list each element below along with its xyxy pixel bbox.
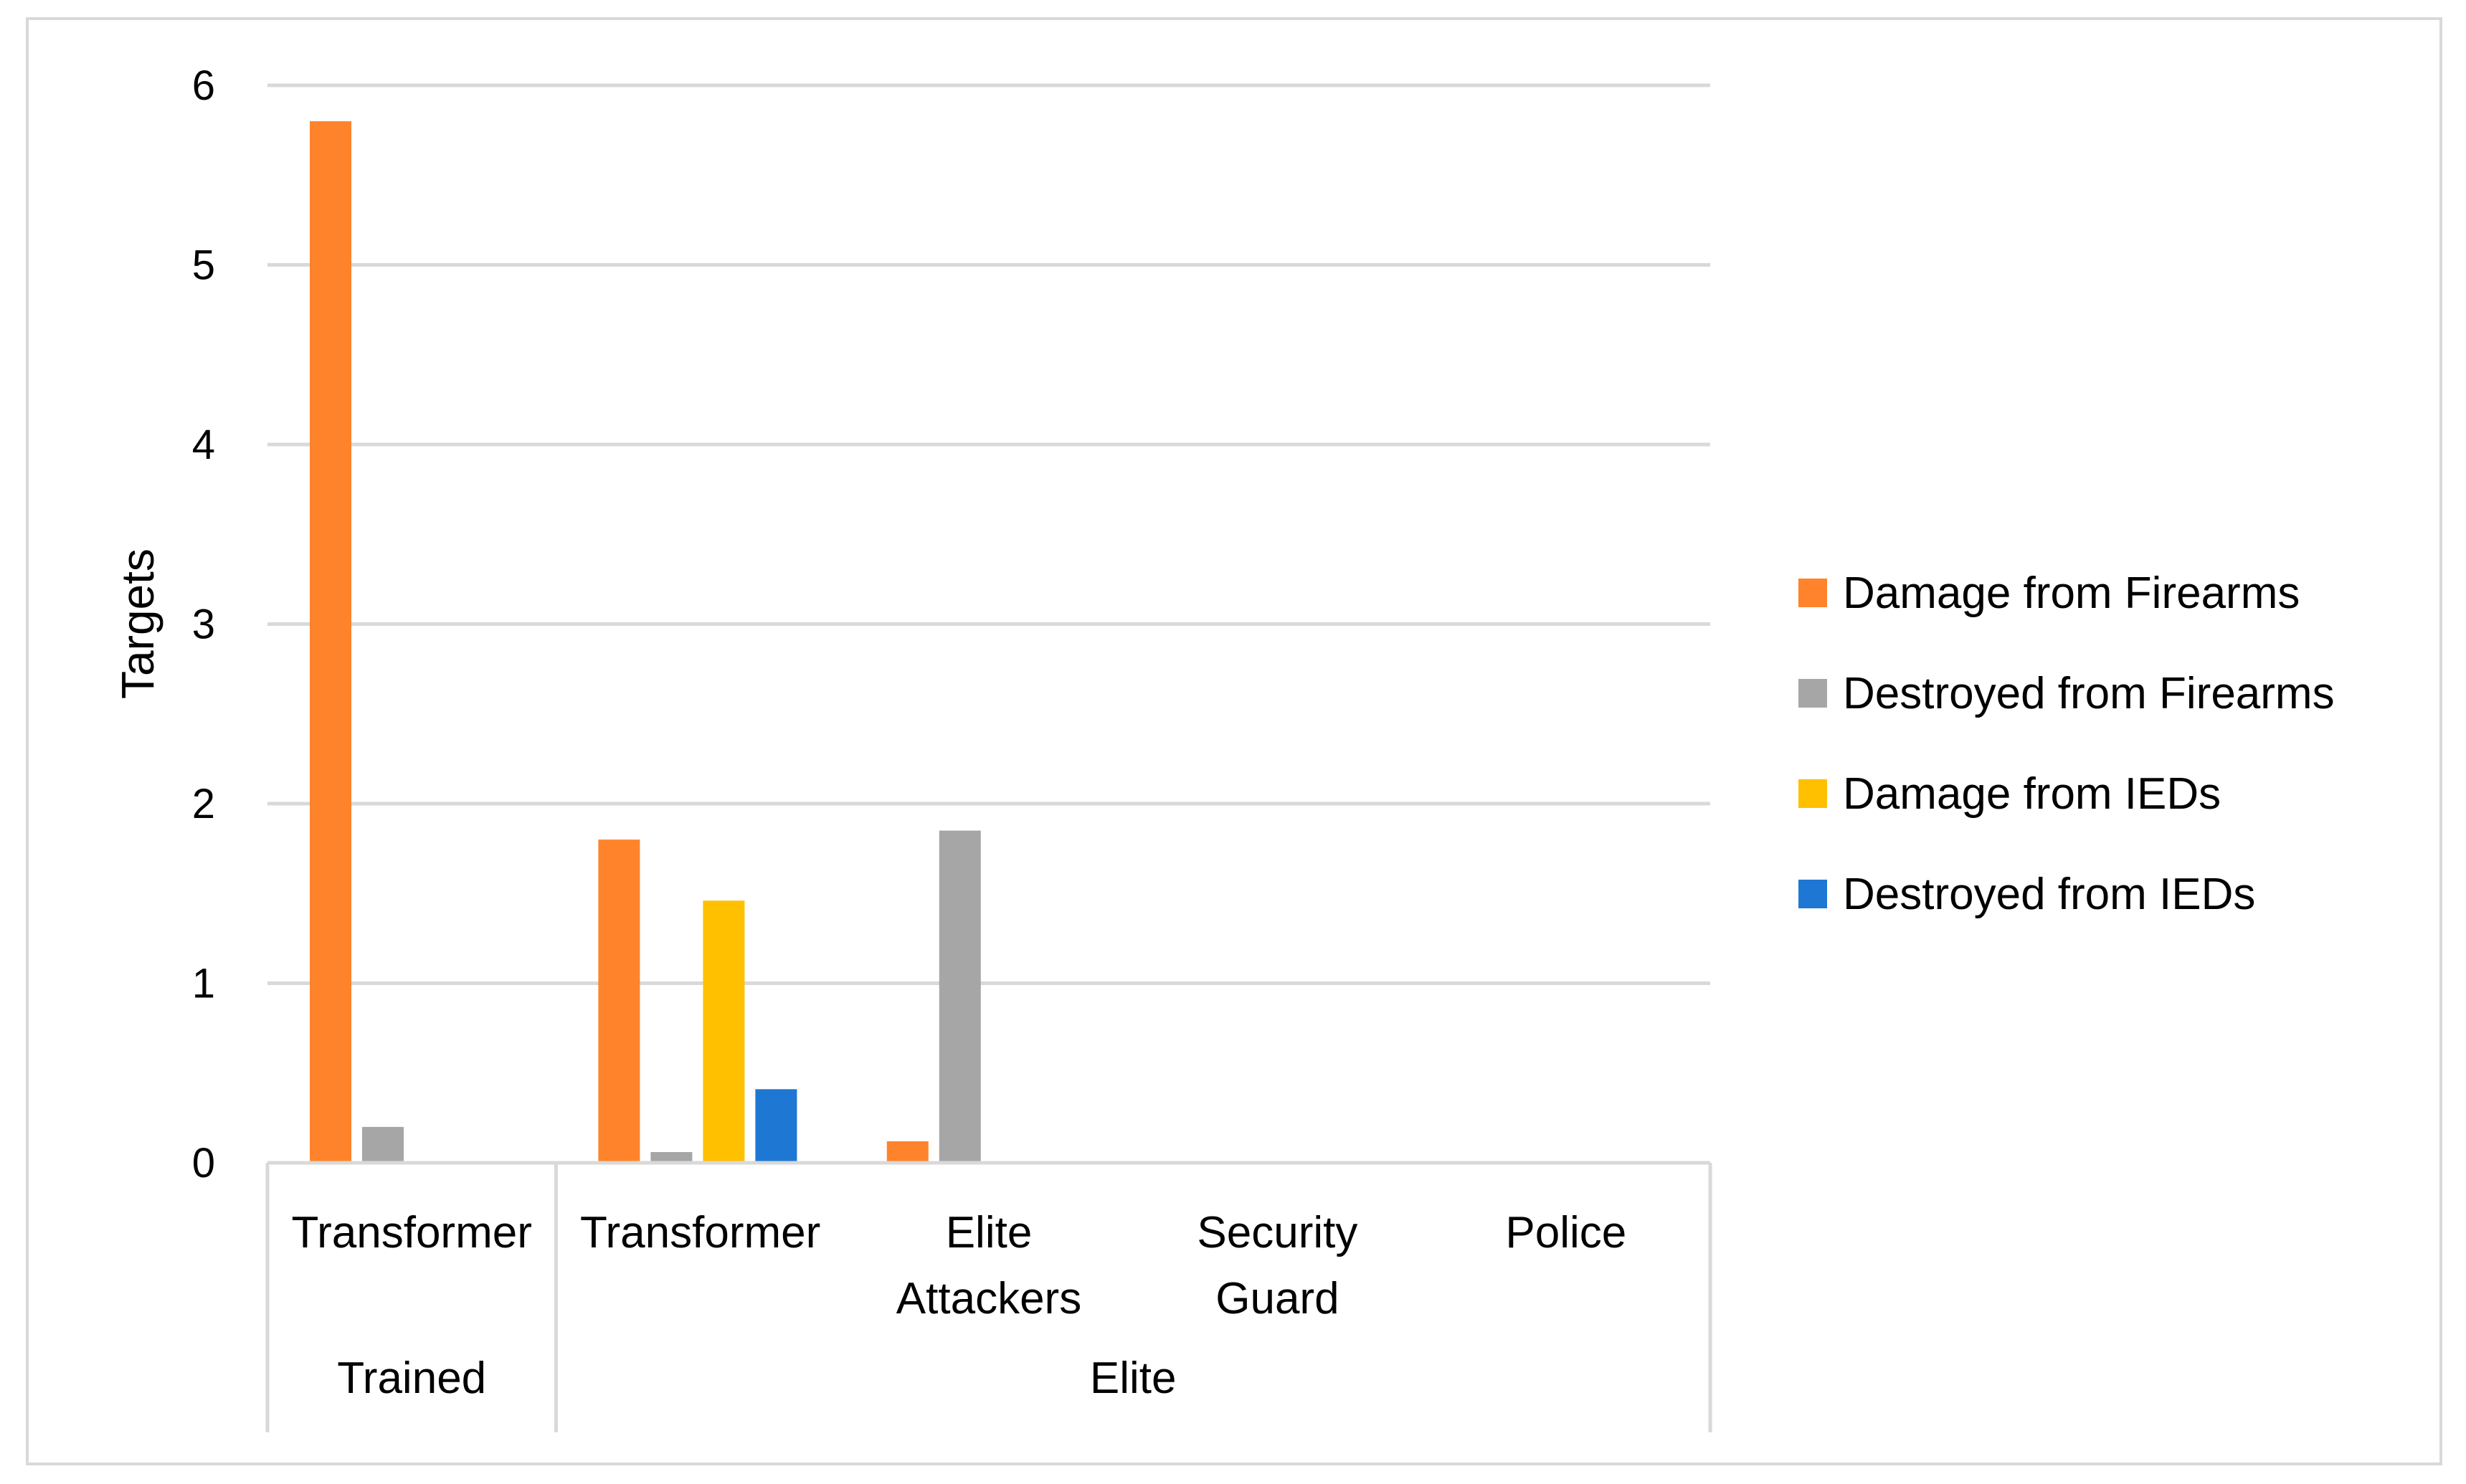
bar	[598, 839, 640, 1163]
y-tick-label: 1	[192, 961, 215, 1007]
legend-swatch	[1798, 579, 1827, 607]
y-tick-label: 5	[192, 242, 215, 289]
bar	[886, 1141, 929, 1163]
y-tick-label: 0	[192, 1140, 215, 1186]
legend-label: Damage from IEDs	[1843, 769, 2221, 819]
gridlines	[267, 83, 1710, 985]
x-tick-label: Attackers	[896, 1274, 1081, 1323]
bars	[310, 121, 981, 1164]
x-tick-label: Transformer	[580, 1208, 820, 1257]
x-tick-label: Transformer	[292, 1208, 532, 1257]
y-tick-label: 4	[192, 422, 215, 468]
x-tick-label: Security	[1197, 1208, 1357, 1257]
legend-label: Destroyed from IEDs	[1843, 870, 2255, 919]
legend-label: Damage from Firearms	[1843, 569, 2300, 618]
bar	[650, 1151, 693, 1163]
group-label: Elite	[1090, 1354, 1177, 1403]
x-axis	[265, 1161, 1712, 1432]
group-labels: Trained Elite	[337, 1354, 1176, 1403]
legend-swatch	[1798, 679, 1827, 708]
y-tick-label: 3	[192, 601, 215, 648]
x-tick-label: Police	[1505, 1208, 1626, 1257]
legend-label: Destroyed from Firearms	[1843, 669, 2335, 718]
x-tick-label: Guard	[1215, 1274, 1339, 1323]
y-tick-label: 2	[192, 781, 215, 827]
group-label: Trained	[337, 1354, 486, 1403]
y-axis-ticks: 0 1 2 3 4 5 6	[192, 62, 215, 1186]
bar	[703, 900, 745, 1163]
y-tick-label: 6	[192, 62, 215, 109]
bar	[755, 1089, 797, 1163]
legend-swatch	[1798, 779, 1827, 808]
legend: Damage from Firearms Destroyed from Firea…	[1798, 569, 2335, 919]
category-labels: Transformer Transformer Elite Attackers Secu…	[292, 1208, 1627, 1323]
bar	[939, 830, 981, 1163]
bar	[362, 1126, 404, 1163]
bar	[310, 121, 351, 1164]
y-axis-title: Targets	[112, 548, 163, 699]
legend-swatch	[1798, 880, 1827, 908]
x-tick-label: Elite	[946, 1208, 1033, 1257]
